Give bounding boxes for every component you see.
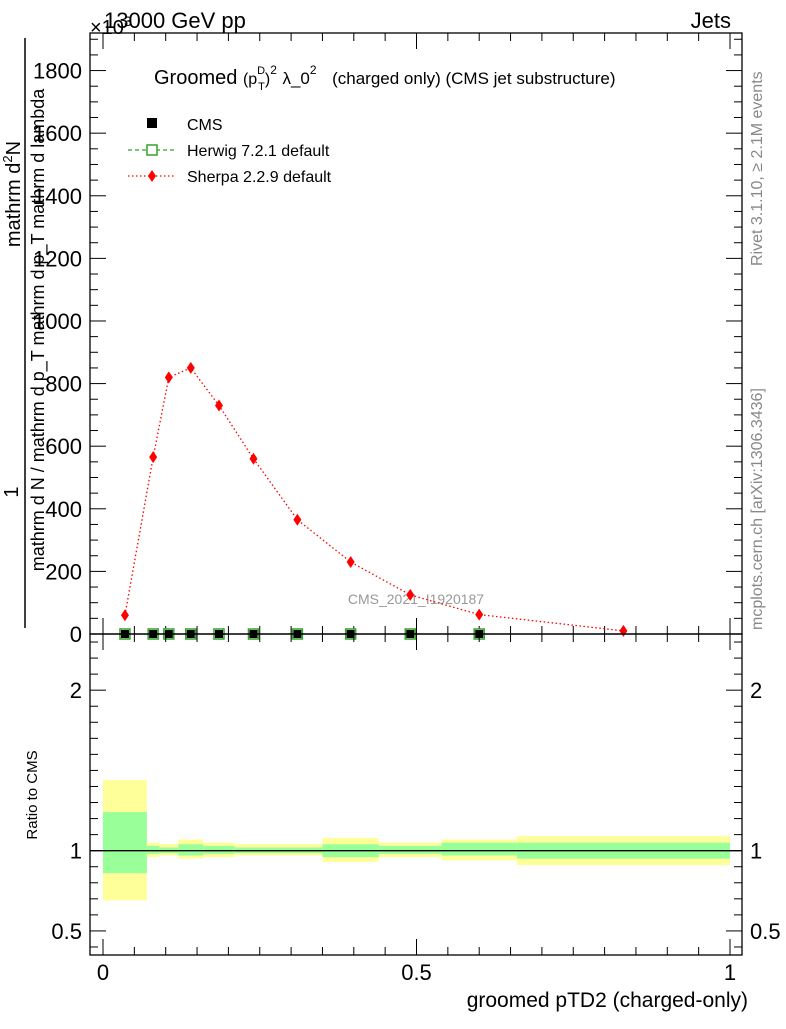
- legend-marker-herwig: [146, 144, 158, 156]
- main-y-tick-label: 1200: [33, 246, 82, 271]
- ratio-band-green: [441, 842, 517, 856]
- ratio-band-green: [203, 845, 235, 854]
- ratio-y-tick-label: 2: [70, 678, 82, 703]
- y-label-denominator: mathrm d N / mathrm d p_T mathrm d p_T m…: [28, 88, 49, 571]
- legend-label-cms: CMS: [187, 117, 223, 134]
- ratio-x-tick-labels: 0 0.5 1: [97, 960, 736, 985]
- legend-marker-sherpa: [148, 170, 156, 182]
- main-plot-panel: CMS_2021_I1920187 0200400600800100012001…: [0, 32, 743, 647]
- ratio-axis-ticks: [90, 634, 742, 955]
- main-y-tick-label: 1400: [33, 184, 82, 209]
- ratio-band-green: [178, 844, 204, 856]
- title-paren-p: (p: [243, 71, 257, 88]
- y-label-numerator-b: N: [3, 141, 25, 155]
- y-axis-label: 1 mathrm d N / mathrm d p_T mathrm d p_T…: [0, 38, 49, 628]
- ratio-y-tick-label-right: 2: [750, 678, 762, 703]
- title-rest: (charged only) (CMS jet substructure): [332, 69, 615, 88]
- main-y-tick-label: 1800: [33, 59, 82, 84]
- watermark: CMS_2021_I1920187: [348, 591, 484, 607]
- title-sup-d: D: [257, 65, 265, 77]
- title-close: ): [265, 71, 270, 88]
- ratio-band-green: [103, 812, 147, 874]
- ratio-plot-panel: 0.5 0.51 12 2 0 0.5 1 Ratio to CMS groomed pT…: [24, 633, 781, 1012]
- sherpa-point: [406, 588, 415, 601]
- main-y-tick-labels: 0 200 400 600 800 1000 1200 1400 1600 1800: [33, 59, 82, 647]
- y-label-one: 1: [1, 486, 23, 497]
- title-groomed: Groomed: [154, 67, 237, 89]
- legend: CMS Herwig 7.2.1 default Sherpa 2.2.9 de…: [128, 117, 332, 186]
- x-axis-label: groomed pTD2 (charged-only): [467, 989, 748, 1012]
- legend-label-sherpa: Sherpa 2.2.9 default: [187, 169, 332, 186]
- ratio-y-tick-label: 1: [70, 839, 82, 864]
- sherpa-point: [120, 609, 129, 622]
- plot-title: Groomed (pD T)2 λ_02 (charged only) (CMS …: [154, 57, 616, 93]
- sherpa-point: [149, 451, 158, 464]
- main-y-tick-label: 400: [45, 497, 82, 522]
- ratio-y-tick-label: 0.5: [51, 919, 82, 944]
- title-sup-2a: 2: [270, 63, 277, 77]
- main-axis-ticks: [90, 33, 742, 635]
- legend-label-herwig: Herwig 7.2.1 default: [187, 143, 330, 160]
- sherpa-point: [293, 513, 302, 526]
- sherpa-point: [346, 556, 355, 569]
- ratio-x-tick-label: 1: [724, 960, 736, 985]
- title-sub-t: T: [258, 81, 265, 93]
- process-label: Jets: [691, 8, 731, 33]
- exponent-power: 3: [124, 13, 132, 29]
- title-sup-2b: 2: [310, 63, 317, 77]
- rivet-label: Rivet 3.1.10, ≥ 2.1M events: [749, 71, 766, 266]
- ratio-band-green: [378, 845, 442, 854]
- title-lambda: λ_0: [282, 69, 309, 88]
- ratio-x-tick-label: 0.5: [401, 960, 432, 985]
- collision-energy-label: 13000 GeV pp: [104, 8, 246, 33]
- ratio-plot-frame: [89, 633, 743, 956]
- sherpa-point: [249, 452, 258, 465]
- ratio-y-axis-label: Ratio to CMS: [24, 750, 41, 839]
- main-y-tick-label: 1000: [33, 309, 82, 334]
- main-y-tick-label: 1600: [33, 121, 82, 146]
- main-y-tick-label: 200: [45, 559, 82, 584]
- y-label-numerator-a: mathrm d: [3, 163, 25, 247]
- ratio-y-tick-label-right: 1: [750, 839, 762, 864]
- main-y-tick-label: 600: [45, 434, 82, 459]
- sherpa-point: [164, 371, 173, 384]
- main-y-tick-label: 800: [45, 372, 82, 397]
- sherpa-point: [475, 608, 484, 621]
- legend-marker-cms: [147, 118, 157, 128]
- ratio-bands-group: [103, 780, 730, 901]
- sherpa-point: [619, 624, 628, 637]
- ratio-x-tick-label: 0: [97, 960, 109, 985]
- y-label-numerator-sup: 2: [0, 155, 15, 162]
- mcplots-label: mcplots.cern.ch [arXiv:1306.3436]: [749, 388, 766, 630]
- ratio-band-green: [146, 845, 160, 854]
- sherpa-point: [186, 361, 195, 374]
- ratio-y-tick-labels: 0.5 0.5 1 1 2 2: [51, 678, 780, 944]
- y-label-numerator: mathrm d2N: [0, 141, 25, 247]
- exponent-base: ×10: [90, 17, 124, 39]
- ratio-y-tick-label-right: 0.5: [750, 919, 781, 944]
- sherpa-point: [214, 399, 223, 412]
- main-y-tick-label: 0: [70, 622, 82, 647]
- exponent-label: ×103: [90, 13, 132, 39]
